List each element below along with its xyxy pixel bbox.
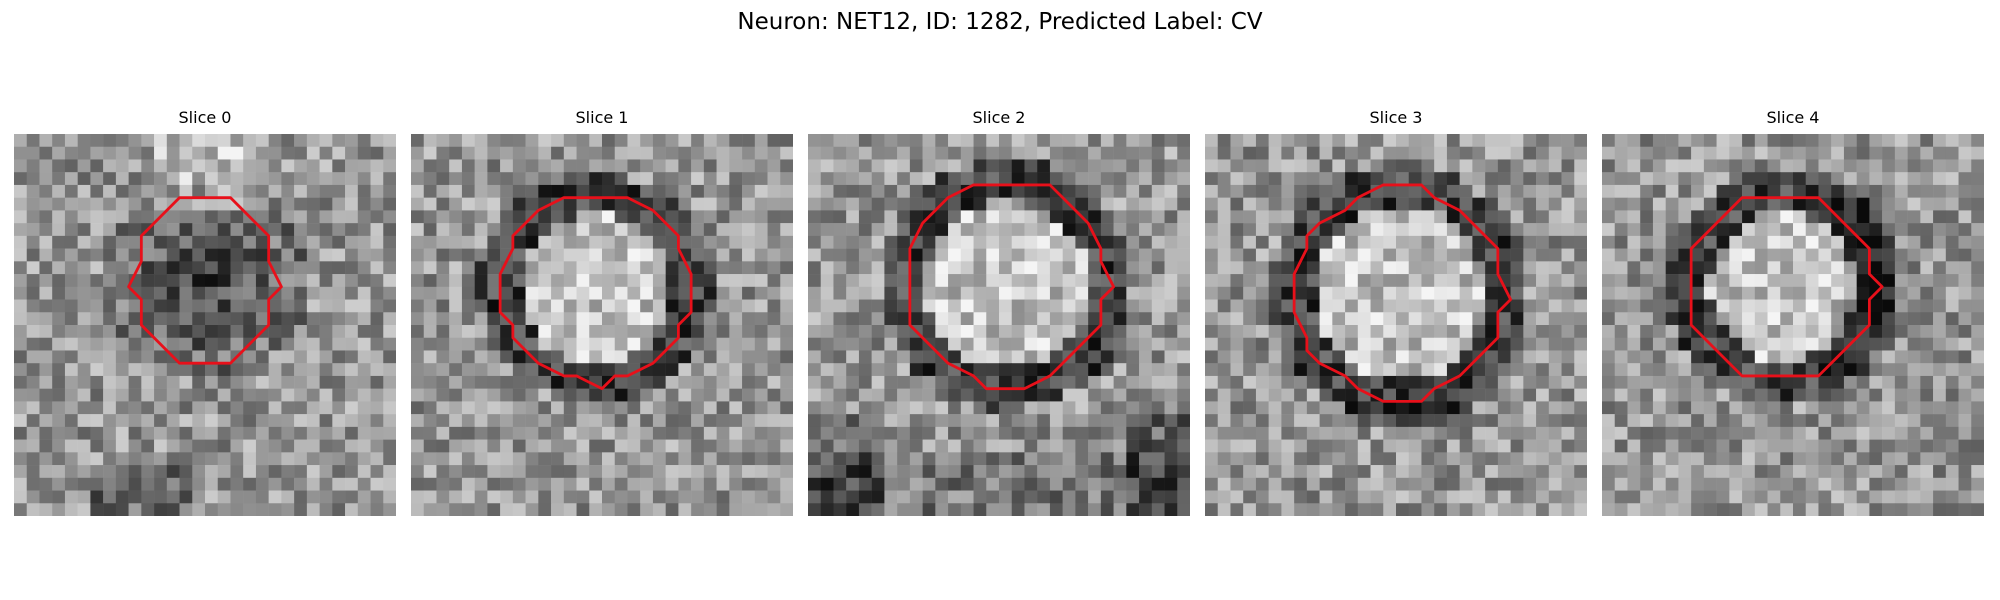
slice-image-3-canvas: [1205, 134, 1587, 516]
slice-image-4: [1602, 134, 1984, 516]
slice-panel-1: Slice 1: [411, 108, 793, 516]
figure-title: Neuron: NET12, ID: 1282, Predicted Label…: [0, 8, 2000, 36]
pixel-grid: [14, 134, 396, 516]
slice-title-4: Slice 4: [1602, 108, 1984, 128]
slice-image-4-canvas: [1602, 134, 1984, 516]
slice-image-1: [411, 134, 793, 516]
pixel-grid: [411, 134, 793, 516]
slice-title-1: Slice 1: [411, 108, 793, 128]
slice-image-2: [808, 134, 1190, 516]
slice-panel-2: Slice 2: [808, 108, 1190, 516]
pixel-grid: [1602, 134, 1984, 516]
slice-image-0-canvas: [14, 134, 396, 516]
slice-image-0: [14, 134, 396, 516]
slice-panel-0: Slice 0: [14, 108, 396, 516]
pixel-grid: [1205, 134, 1587, 516]
pixel-grid: [808, 134, 1190, 516]
slice-image-2-canvas: [808, 134, 1190, 516]
slice-panel-3: Slice 3: [1205, 108, 1587, 516]
slice-image-1-canvas: [411, 134, 793, 516]
slice-panel-4: Slice 4: [1602, 108, 1984, 516]
slice-title-0: Slice 0: [14, 108, 396, 128]
slice-title-2: Slice 2: [808, 108, 1190, 128]
slice-image-3: [1205, 134, 1587, 516]
slice-title-3: Slice 3: [1205, 108, 1587, 128]
